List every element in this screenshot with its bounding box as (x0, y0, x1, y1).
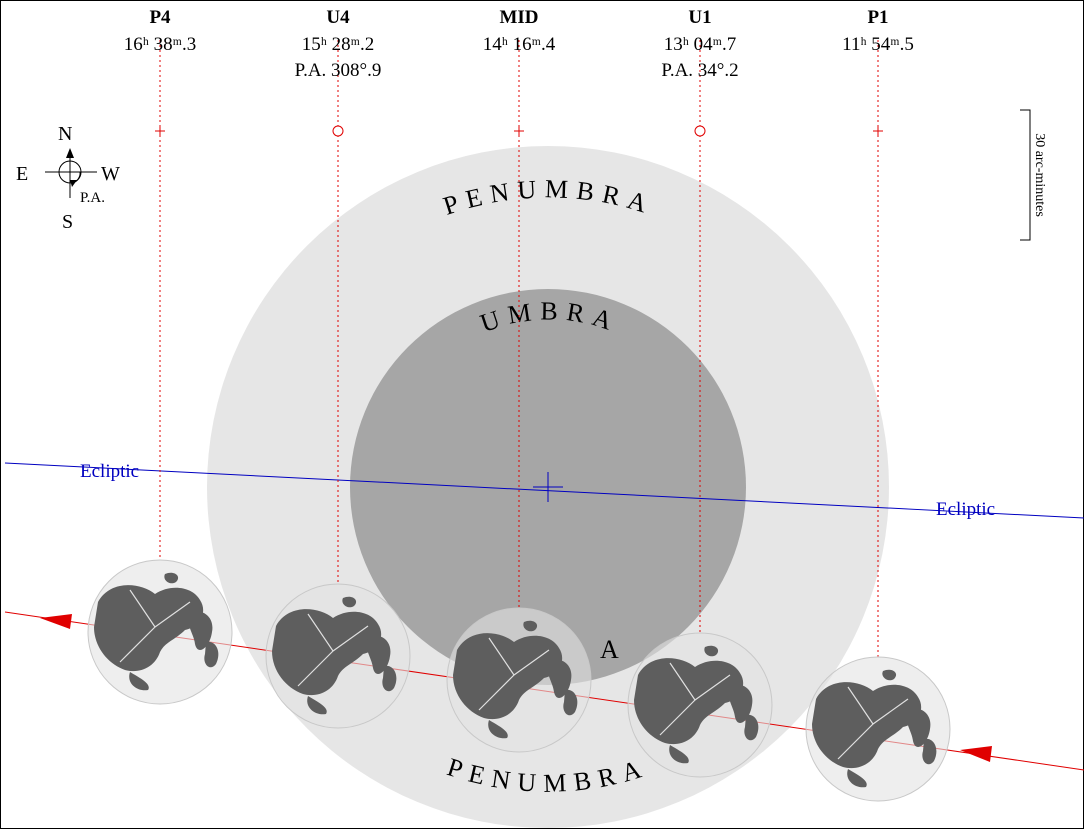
scale-label: 30 arc-minutes (1032, 133, 1047, 217)
ecliptic-line (4, 462, 1084, 519)
moon (87, 559, 233, 705)
contact-name: P4 (149, 7, 171, 28)
contact-name: P1 (867, 7, 888, 28)
ecliptic-label: Ecliptic (80, 461, 139, 482)
contact-time: 13ʰ 04ᵐ.7 (664, 34, 736, 55)
moon (265, 583, 411, 729)
compass-n: N (58, 123, 72, 145)
compass-pa: P.A. (80, 190, 105, 206)
moon (446, 607, 592, 753)
contact-time: 16ʰ 38ᵐ.3 (124, 34, 196, 55)
contact-marker (694, 125, 706, 137)
arrow (960, 746, 992, 762)
arrow (40, 614, 72, 629)
compass-e: E (16, 163, 28, 185)
moon (805, 656, 951, 802)
ecliptic-label: Ecliptic (936, 499, 995, 520)
contact-time: 11ʰ 54ᵐ.5 (842, 34, 914, 55)
contact-marker (332, 125, 344, 137)
compass-s: S (62, 211, 73, 233)
contact-pa: P.A. 34°.2 (661, 60, 738, 81)
umbra-label: A (600, 635, 627, 664)
contact-time: 15ʰ 28ᵐ.2 (302, 34, 374, 55)
contact-time: 14ʰ 16ᵐ.4 (483, 34, 556, 55)
contact-name: MID (499, 7, 538, 28)
compass-w: W (101, 163, 120, 185)
moon (627, 632, 773, 778)
contact-pa: P.A. 308°.9 (295, 60, 382, 81)
contact-name: U1 (688, 7, 711, 28)
contact-name: U4 (326, 7, 350, 28)
scale-bar (1020, 109, 1031, 241)
compass: N E W S P.A. (16, 123, 120, 233)
